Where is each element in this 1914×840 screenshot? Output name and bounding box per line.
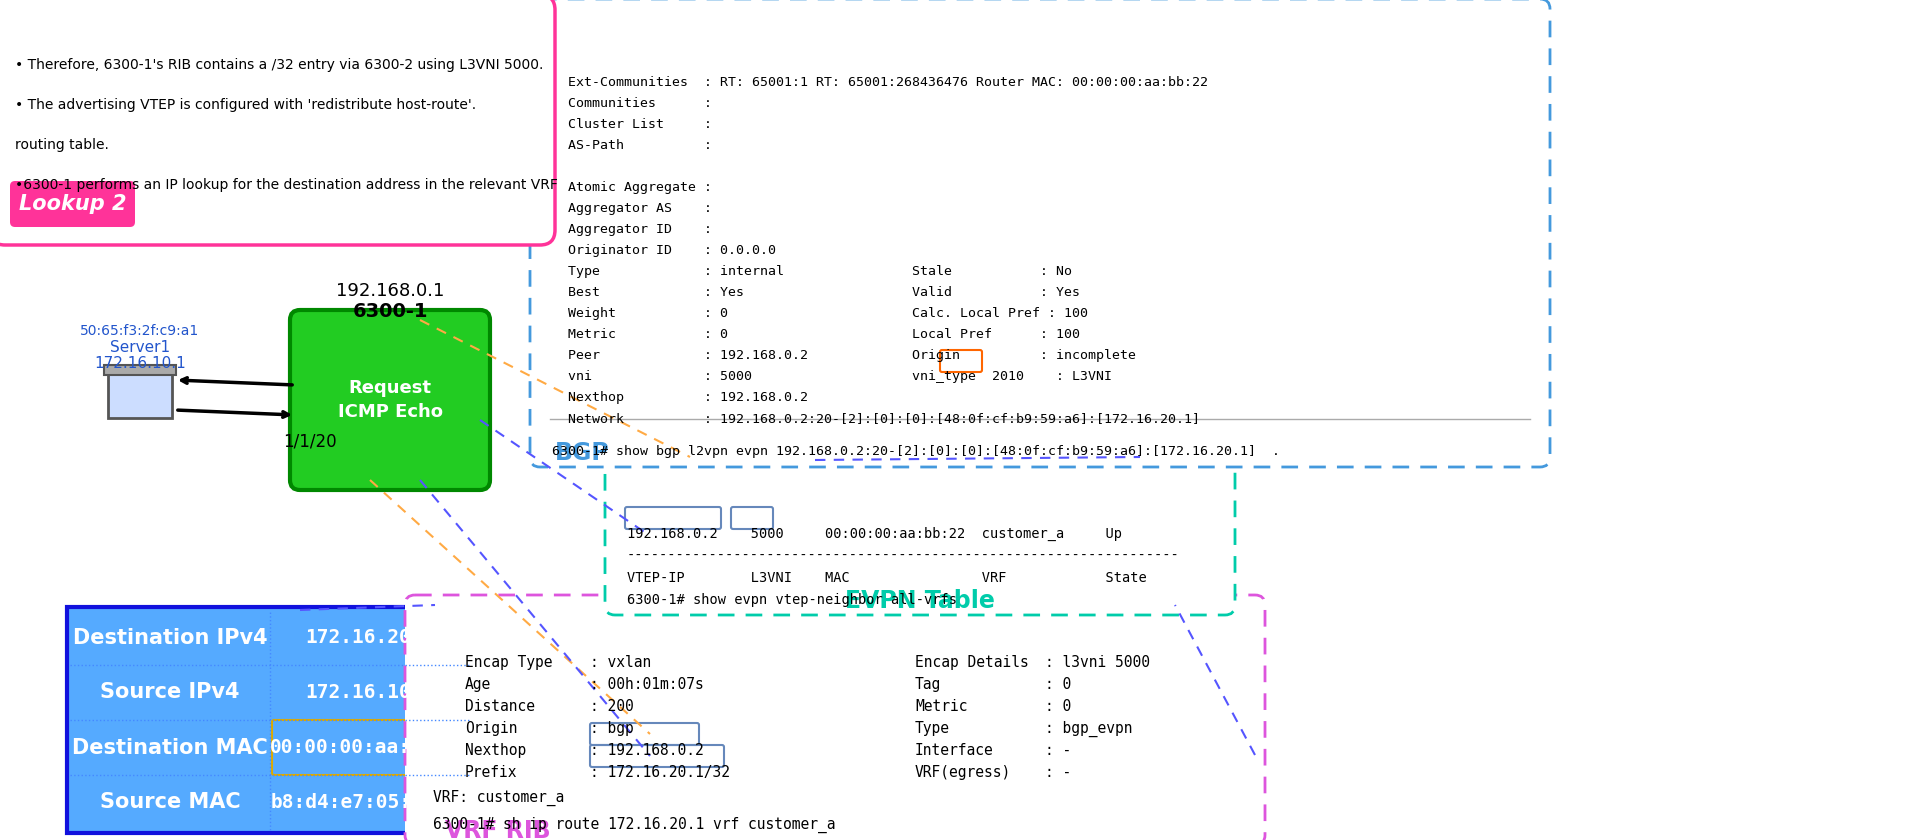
- Text: Prefix: Prefix: [465, 765, 517, 780]
- Text: : bgp_evpn: : bgp_evpn: [1045, 721, 1131, 738]
- Text: 50:65:f3:2f:c9:a1: 50:65:f3:2f:c9:a1: [80, 324, 199, 338]
- Text: : 192.168.0.2: : 192.168.0.2: [590, 743, 702, 758]
- Text: Type: Type: [915, 721, 949, 736]
- Text: BGP: BGP: [555, 441, 609, 465]
- Text: Interface: Interface: [915, 743, 993, 758]
- Text: : 00h:01m:07s: : 00h:01m:07s: [590, 677, 702, 692]
- Text: Network          : 192.168.0.2:20-[2]:[0]:[0]:[48:0f:cf:b9:59:a6]:[172.16.20.1]: Network : 192.168.0.2:20-[2]:[0]:[0]:[48…: [551, 412, 1200, 425]
- Text: •6300-1 performs an IP lookup for the destination address in the relevant VRF: •6300-1 performs an IP lookup for the de…: [15, 178, 557, 192]
- Text: Aggregator ID    :: Aggregator ID :: [551, 223, 712, 236]
- Text: ICMP Echo: ICMP Echo: [337, 403, 442, 421]
- Text: Age: Age: [465, 677, 492, 692]
- Text: VTEP-IP        L3VNI    MAC                VRF            State: VTEP-IP L3VNI MAC VRF State: [626, 571, 1146, 585]
- Text: Peer             : 192.168.0.2             Origin          : incomplete: Peer : 192.168.0.2 Origin : incomplete: [551, 349, 1135, 362]
- Text: Lookup 2: Lookup 2: [19, 194, 126, 214]
- Text: Origin: Origin: [465, 721, 517, 736]
- FancyBboxPatch shape: [10, 181, 134, 227]
- Text: 172.16.20.1: 172.16.20.1: [304, 628, 434, 647]
- Text: : bgp: : bgp: [590, 721, 634, 736]
- Text: : -: : -: [1045, 765, 1070, 780]
- Text: VRF RIB: VRF RIB: [444, 819, 551, 840]
- Text: : vxlan: : vxlan: [590, 655, 651, 670]
- Text: Weight           : 0                       Calc. Local Pref : 100: Weight : 0 Calc. Local Pref : 100: [551, 307, 1087, 320]
- Text: 172.16.10.1: 172.16.10.1: [304, 683, 434, 702]
- Text: 192.168.0.2    5000     00:00:00:aa:bb:22  customer_a     Up: 192.168.0.2 5000 00:00:00:aa:bb:22 custo…: [626, 527, 1122, 541]
- Text: 6300-1# show evpn vtep-neighbor all-vrfs: 6300-1# show evpn vtep-neighbor all-vrfs: [626, 593, 957, 607]
- Text: 6300-1: 6300-1: [352, 302, 427, 321]
- Text: : -: : -: [1045, 743, 1070, 758]
- Text: 6300-1# sh ip route 172.16.20.1 vrf customer_a: 6300-1# sh ip route 172.16.20.1 vrf cust…: [433, 817, 835, 833]
- Text: : 0: : 0: [1045, 677, 1070, 692]
- Text: Metric: Metric: [915, 699, 967, 714]
- Text: b8:d4:e7:05:65:80: b8:d4:e7:05:65:80: [270, 793, 469, 812]
- Text: Cluster List     :: Cluster List :: [551, 118, 712, 131]
- FancyBboxPatch shape: [107, 372, 172, 418]
- Text: Aggregator AS    :: Aggregator AS :: [551, 202, 712, 215]
- FancyBboxPatch shape: [605, 450, 1235, 615]
- Text: Source MAC: Source MAC: [100, 792, 239, 812]
- Text: Encap Type: Encap Type: [465, 655, 553, 670]
- Text: Distance: Distance: [465, 699, 534, 714]
- Text: • The advertising VTEP is configured with 'redistribute host-route'.: • The advertising VTEP is configured wit…: [15, 98, 477, 112]
- Text: Encap Details: Encap Details: [915, 655, 1028, 670]
- Text: Request: Request: [348, 379, 431, 397]
- FancyBboxPatch shape: [67, 607, 473, 833]
- Text: 172.16.10.1: 172.16.10.1: [94, 356, 186, 371]
- Text: Destination IPv4: Destination IPv4: [73, 627, 268, 648]
- FancyBboxPatch shape: [103, 365, 176, 375]
- Text: Nexthop: Nexthop: [465, 743, 526, 758]
- Text: Destination MAC: Destination MAC: [73, 738, 268, 758]
- Text: Source IPv4: Source IPv4: [100, 682, 239, 702]
- Text: Atomic Aggregate :: Atomic Aggregate :: [551, 181, 712, 194]
- FancyBboxPatch shape: [530, 0, 1548, 467]
- FancyBboxPatch shape: [289, 310, 490, 490]
- Text: 6300-1# show bgp l2vpn evpn 192.168.0.2:20-[2]:[0]:[0]:[48:0f:cf:b9:59:a6]:[172.: 6300-1# show bgp l2vpn evpn 192.168.0.2:…: [551, 445, 1279, 458]
- Text: 00:00:00:aa:bb:22: 00:00:00:aa:bb:22: [270, 738, 469, 757]
- Text: routing table.: routing table.: [15, 138, 109, 152]
- Text: Communities      :: Communities :: [551, 97, 712, 110]
- Text: : 172.16.20.1/32: : 172.16.20.1/32: [590, 765, 729, 780]
- FancyBboxPatch shape: [0, 0, 555, 245]
- Text: AS-Path          :: AS-Path :: [551, 139, 712, 152]
- Text: -------------------------------------------------------------------: ----------------------------------------…: [626, 549, 1179, 563]
- Text: Metric           : 0                       Local Pref      : 100: Metric : 0 Local Pref : 100: [551, 328, 1079, 341]
- Text: 192.168.0.1: 192.168.0.1: [335, 282, 444, 300]
- Text: Ext-Communities  : RT: 65001:1 RT: 65001:268436476 Router MAC: 00:00:00:aa:bb:22: Ext-Communities : RT: 65001:1 RT: 65001:…: [551, 76, 1208, 89]
- Text: 1/1/20: 1/1/20: [283, 432, 337, 450]
- Text: vni              : 5000                    vni_type  2010    : L3VNI: vni : 5000 vni_type 2010 : L3VNI: [551, 370, 1112, 383]
- Text: : l3vni 5000: : l3vni 5000: [1045, 655, 1150, 670]
- Text: Best             : Yes                     Valid           : Yes: Best : Yes Valid : Yes: [551, 286, 1079, 299]
- Text: Tag: Tag: [915, 677, 942, 692]
- Text: Nexthop          : 192.168.0.2: Nexthop : 192.168.0.2: [551, 391, 808, 404]
- FancyBboxPatch shape: [404, 595, 1265, 840]
- Text: Originator ID    : 0.0.0.0: Originator ID : 0.0.0.0: [551, 244, 775, 257]
- Text: • Therefore, 6300-1's RIB contains a /32 entry via 6300-2 using L3VNI 5000.: • Therefore, 6300-1's RIB contains a /32…: [15, 58, 544, 72]
- Text: : 0: : 0: [1045, 699, 1070, 714]
- Text: EVPN Table: EVPN Table: [844, 589, 995, 613]
- Text: VRF: customer_a: VRF: customer_a: [433, 790, 565, 806]
- Text: Server1: Server1: [109, 340, 170, 355]
- Text: : 200: : 200: [590, 699, 634, 714]
- Text: Type             : internal                Stale           : No: Type : internal Stale : No: [551, 265, 1072, 278]
- Text: VRF(egress): VRF(egress): [915, 765, 1011, 780]
